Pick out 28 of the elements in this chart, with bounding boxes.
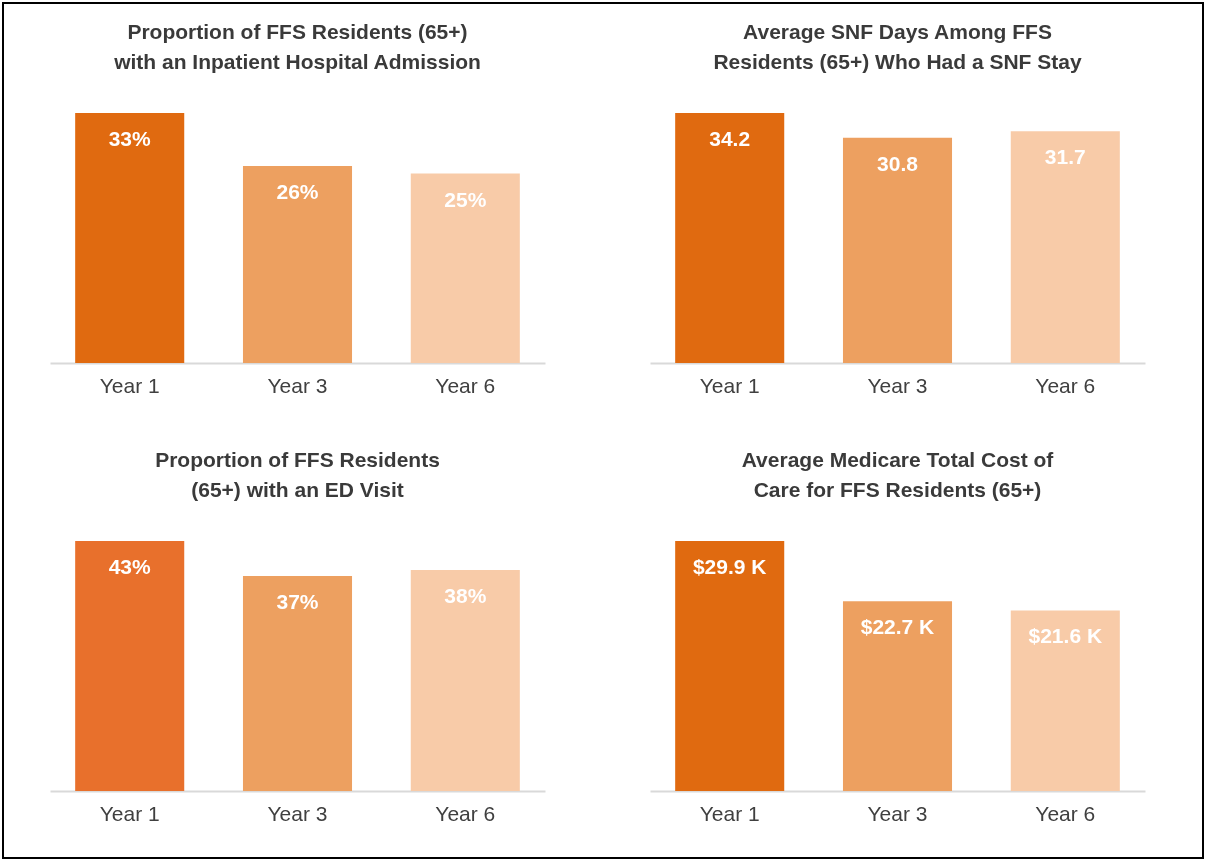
data-label: 43% — [108, 555, 152, 578]
data-label: 34.2 — [709, 127, 751, 150]
x-tick-label: Year 6 — [1035, 801, 1096, 825]
data-label: $22.7 K — [860, 615, 935, 639]
x-tick-label: Year 3 — [867, 801, 928, 825]
x-tick-label: Year 6 — [1035, 373, 1096, 397]
x-tick-label: Year 3 — [267, 373, 328, 397]
x-tick-label: Year 1 — [99, 373, 160, 397]
data-label: 31.7 — [1044, 145, 1086, 169]
x-tick-label: Year 6 — [435, 801, 496, 825]
x-tick-label: Year 1 — [99, 801, 160, 825]
data-label: 38% — [444, 584, 487, 608]
x-tick-label: Year 3 — [267, 801, 328, 825]
chart-title: Proportion of FFS Residents (65+) with an ED Visit — [155, 448, 440, 501]
chart-title: Average Medicare Total Cost of Care for FFS Residents (65+) — [741, 448, 1055, 501]
data-label: 37% — [276, 589, 319, 613]
data-label: 33% — [108, 127, 152, 150]
x-tick-label: Year 6 — [435, 373, 496, 397]
data-label: $29.9 K — [692, 555, 767, 578]
x-tick-label: Year 1 — [699, 801, 760, 825]
x-tick-label: Year 1 — [699, 373, 760, 397]
data-label: $21.6 K — [1028, 624, 1103, 648]
data-label: 25% — [444, 187, 487, 211]
x-tick-label: Year 3 — [867, 373, 928, 397]
data-label: 30.8 — [877, 151, 919, 175]
chart-title: Proportion of FFS Residents (65+) with an Inpatient Hospital Admission — [113, 20, 481, 73]
data-label: 26% — [276, 180, 319, 204]
chart-title: Average SNF Days Among FFS Residents (65+) Who Had a SNF Stay — [713, 20, 1082, 73]
